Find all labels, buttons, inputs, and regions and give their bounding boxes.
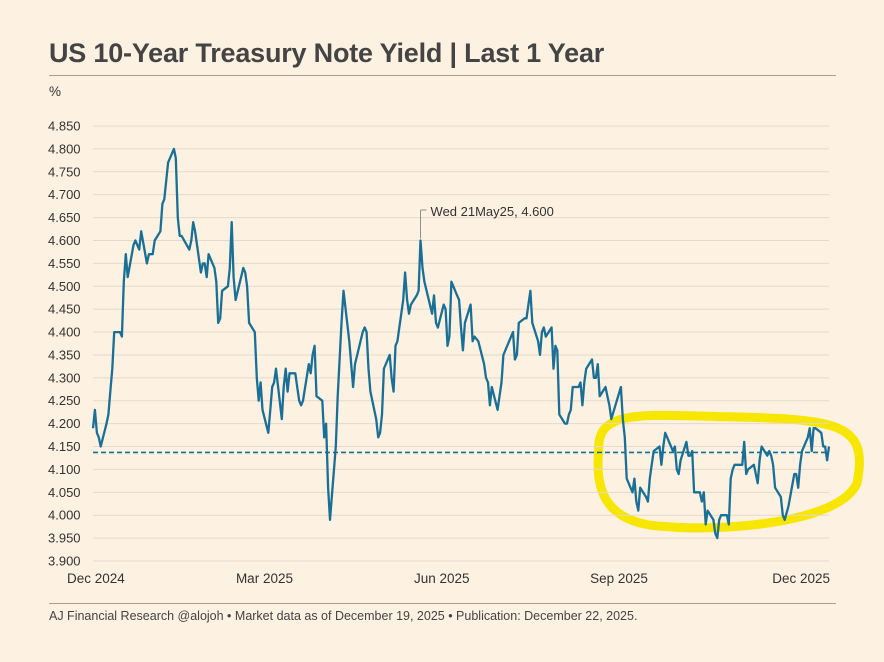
y-tick-label: 4.100: [48, 462, 81, 477]
x-tick-label: Jun 2025: [414, 571, 470, 586]
y-tick-label: 4.050: [48, 485, 81, 500]
y-tick-label: 3.900: [48, 554, 81, 569]
y-tick-label: 4.600: [48, 233, 81, 248]
footer-source: AJ Financial Research @alojoh • Market d…: [49, 609, 638, 623]
y-axis-unit-label: %: [49, 84, 61, 99]
y-tick-label: 4.800: [48, 141, 81, 156]
y-tick-label: 4.850: [48, 119, 81, 134]
chart-svg: 4.850 4.800 4.750 4.700 4.650 4.600 4.550 4.500…: [48, 84, 864, 586]
title-divider: [49, 75, 836, 76]
x-tick-label: Mar 2025: [236, 571, 293, 586]
y-tick-label: 4.750: [48, 164, 81, 179]
x-tick-label: Dec 2025: [772, 571, 830, 586]
annotation-label: Wed 21May25, 4.600: [431, 204, 554, 219]
y-tick-label: 4.300: [48, 370, 81, 385]
highlight-ellipse: [593, 410, 864, 533]
x-tick-label: Sep 2025: [590, 571, 648, 586]
y-tick-label: 4.350: [48, 347, 81, 362]
y-tick-label: 4.550: [48, 256, 81, 271]
y-tick-label: 3.950: [48, 531, 81, 546]
y-tick-label: 4.650: [48, 210, 81, 225]
y-tick-label: 4.000: [48, 508, 81, 523]
chart-title: US 10-Year Treasury Note Yield | Last 1 …: [49, 38, 605, 68]
x-tick-label: Dec 2024: [67, 571, 125, 586]
y-tick-label: 4.450: [48, 302, 81, 317]
y-tick-label: 4.250: [48, 393, 81, 408]
y-tick-label: 4.700: [48, 187, 81, 202]
y-tick-label: 4.150: [48, 439, 81, 454]
footer-divider: [49, 603, 836, 604]
y-tick-label: 4.200: [48, 416, 81, 431]
yield-line: [91, 147, 831, 540]
y-tick-label: 4.400: [48, 325, 81, 340]
y-tick-label: 4.500: [48, 279, 81, 294]
